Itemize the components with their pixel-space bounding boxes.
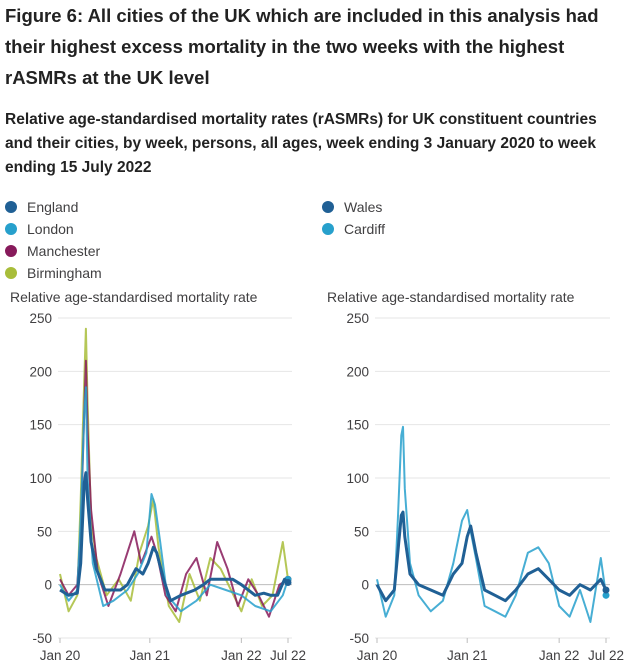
figure-heading: Figure 6: All cities of the UK which are…: [5, 5, 599, 88]
x-tick-label: Jan 20: [40, 648, 81, 663]
legend-dot-icon: [322, 223, 334, 235]
y-tick-label: 50: [354, 524, 369, 539]
y-tick-label: 200: [346, 364, 369, 379]
legend-label: Wales: [344, 199, 383, 215]
series-line-manchester: [59, 359, 289, 618]
y-tick-label: 150: [346, 418, 369, 433]
series-line-wales: [375, 510, 608, 603]
legend-item-cardiff[interactable]: Cardiff: [322, 218, 385, 240]
x-tick-label: Jul 22: [588, 648, 624, 663]
series-end-point-wales: [602, 586, 610, 594]
series-line-london: [59, 386, 289, 613]
y-tick-label: 100: [346, 471, 369, 486]
x-tick-label: Jan 22: [539, 648, 580, 663]
y-tick-label: 100: [29, 471, 52, 486]
y-tick-label: -50: [349, 631, 369, 646]
y-tick-label: 250: [346, 311, 369, 326]
legend-dot-icon: [5, 223, 17, 235]
legend-label: England: [27, 199, 79, 215]
y-tick-label: 50: [37, 524, 52, 539]
y-tick-label: -50: [32, 631, 52, 646]
legend-item-wales[interactable]: Wales: [322, 196, 385, 218]
series-end-point-cardiff: [602, 591, 610, 599]
y-tick-label: 150: [29, 418, 52, 433]
legend-right: Wales Cardiff: [322, 196, 385, 240]
legend-item-london[interactable]: London: [5, 218, 102, 240]
legend-item-birmingham[interactable]: Birmingham: [5, 262, 102, 284]
legend-dot-icon: [5, 267, 17, 279]
left-chart-axis-title: Relative age-standardised mortality rate: [10, 289, 258, 305]
legend-left: England London Manchester Birmingham: [5, 196, 102, 284]
series-line-birmingham: [59, 327, 289, 623]
x-tick-label: Jan 21: [447, 648, 488, 663]
legend-dot-icon: [5, 201, 17, 213]
legend-label: Cardiff: [344, 221, 385, 237]
x-tick-label: Jan 20: [357, 648, 398, 663]
figure-subheading: Relative age-standardised mortality rate…: [5, 111, 597, 176]
x-tick-label: Jan 22: [221, 648, 262, 663]
legend-item-manchester[interactable]: Manchester: [5, 240, 102, 262]
y-tick-label: 0: [361, 578, 369, 593]
right-chart-axis-title: Relative age-standardised mortality rate: [327, 289, 575, 305]
legend-label: Birmingham: [27, 265, 102, 281]
legend-dot-icon: [5, 245, 17, 257]
legend-dot-icon: [322, 201, 334, 213]
series-end-point-england: [284, 579, 292, 587]
series-line-england: [59, 471, 290, 603]
y-tick-label: 250: [29, 311, 52, 326]
x-tick-label: Jan 21: [130, 648, 171, 663]
legend-item-england[interactable]: England: [5, 196, 102, 218]
y-tick-label: 200: [29, 364, 52, 379]
y-tick-label: 0: [44, 578, 52, 593]
legend-label: Manchester: [27, 243, 101, 259]
x-tick-label: Jul 22: [270, 648, 306, 663]
legend-label: London: [27, 221, 74, 237]
